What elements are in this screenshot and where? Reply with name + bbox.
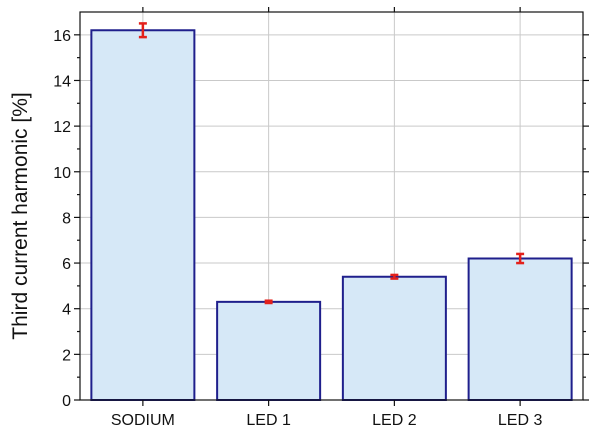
bars [90,29,573,402]
x-tick-label: SODIUM [111,412,175,429]
x-tick-label: LED 3 [498,412,543,429]
y-tick-label: 8 [62,210,71,227]
error-bars [138,22,525,305]
bar [341,275,447,401]
y-axis-title: Third current harmonic [%] [9,92,32,339]
y-tick-label: 14 [53,73,71,90]
y-tick-label: 2 [62,347,71,364]
bar [216,300,322,401]
y-tick-label: 16 [53,28,71,45]
y-tick-label: 0 [62,393,71,410]
x-tick-label: LED 1 [246,412,291,429]
bar [467,257,573,401]
bar [90,29,196,402]
y-tick-label: 4 [62,302,71,319]
axes [74,7,589,406]
y-tick-label: 12 [53,119,71,136]
y-tick-label: 10 [53,165,71,182]
x-tick-label: LED 2 [372,412,417,429]
plot-frame [79,11,584,401]
tick-labels: 0 2 4 6 8 10 12 14 16 SODIUM LED 1 LED 2 LED 3 [53,28,542,429]
y-tick-label: 6 [62,256,71,273]
